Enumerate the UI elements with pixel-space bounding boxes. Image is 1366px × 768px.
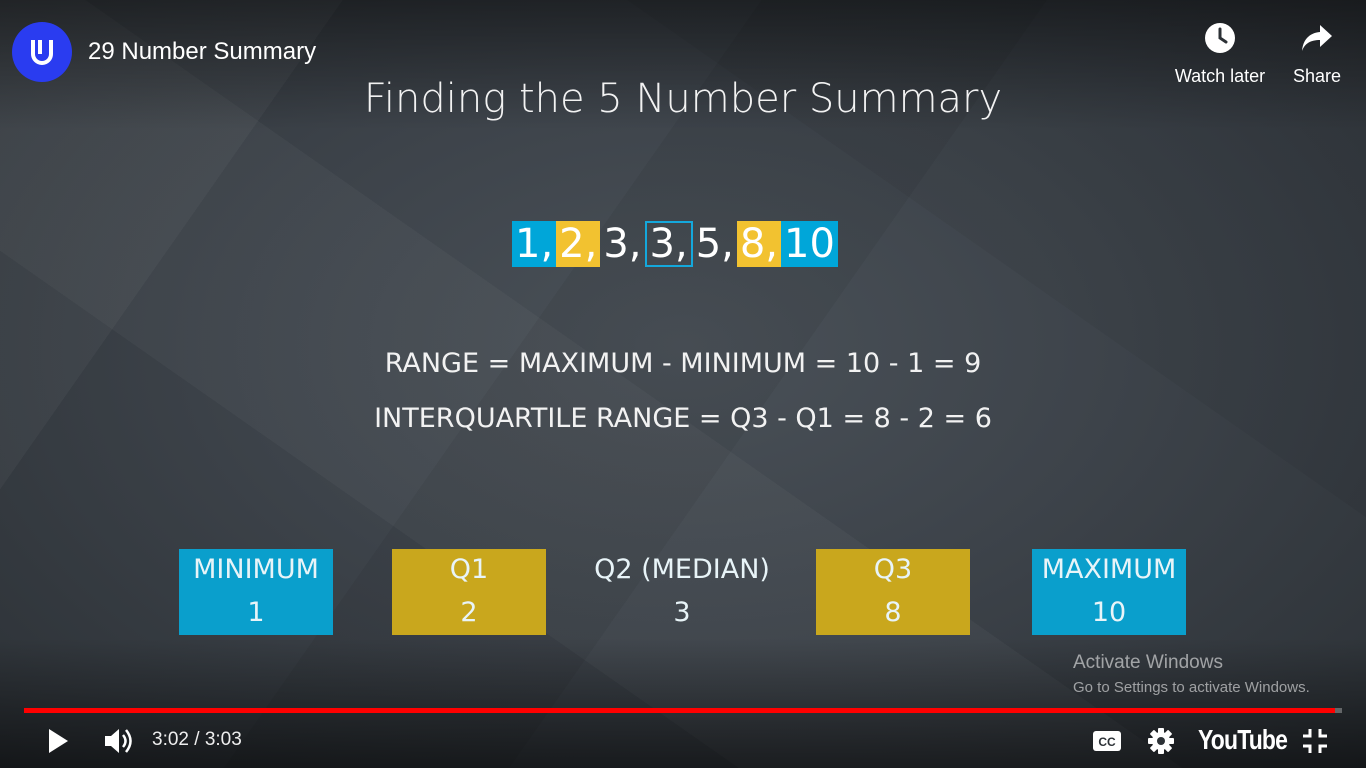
- closed-captions-icon: CC: [1093, 731, 1121, 751]
- share-arrow-icon: [1302, 25, 1332, 51]
- activate-windows-watermark: Activate Windows Go to Settings to activ…: [1073, 652, 1310, 696]
- youtube-logo[interactable]: YouTube: [1198, 724, 1288, 755]
- iqr-formula: INTERQUARTILE RANGE = Q3 - Q1 = 8 - 2 = …: [374, 403, 992, 434]
- summary-q3: Q3 8: [816, 549, 970, 635]
- summary-label: Q3: [873, 554, 913, 585]
- range-formula: RANGE = MAXIMUM - MINIMUM = 10 - 1 = 9: [384, 348, 982, 379]
- share-label: Share: [1292, 66, 1342, 86]
- gear-icon: [1148, 728, 1174, 754]
- time-display: 3:02 / 3:03: [152, 729, 242, 750]
- mute-button[interactable]: [100, 724, 138, 758]
- sequence-number: 5,: [695, 221, 734, 267]
- slide-title: Finding the 5 Number Summary: [363, 76, 1003, 122]
- progress-bar[interactable]: [24, 708, 1342, 713]
- data-sequence: 1, 2, 3, 3, 5, 8, 10: [512, 221, 838, 267]
- channel-logo[interactable]: [12, 22, 72, 82]
- summary-q2-median: Q2 (MEDIAN) 3: [582, 549, 782, 635]
- sequence-number: 8,: [736, 221, 782, 267]
- progress-played: [24, 708, 1336, 713]
- summary-label: MINIMUM: [193, 554, 319, 585]
- summary-maximum: MAXIMUM 10: [1032, 549, 1186, 635]
- sequence-number: 1,: [512, 221, 557, 267]
- summary-minimum: MINIMUM 1: [179, 549, 333, 635]
- summary-label: MAXIMUM: [1041, 554, 1177, 585]
- summary-value: 10: [1091, 597, 1127, 628]
- watch-later-button[interactable]: Watch later: [1168, 18, 1272, 87]
- exit-fullscreen-icon: [1303, 729, 1327, 753]
- sequence-number: 3,: [644, 221, 693, 267]
- watermark-title: Activate Windows: [1073, 652, 1223, 673]
- play-button[interactable]: [40, 724, 76, 758]
- sequence-number: 2,: [556, 221, 601, 267]
- sequence-number: 10: [781, 221, 838, 267]
- video-title[interactable]: 29 Number Summary: [88, 38, 317, 65]
- summary-label: Q2 (MEDIAN): [594, 554, 770, 585]
- play-icon: [49, 729, 68, 753]
- summary-value: 3: [673, 597, 691, 628]
- svg-text:CC: CC: [1098, 735, 1116, 749]
- sequence-number: 3,: [603, 221, 642, 267]
- clock-icon: [1205, 23, 1235, 53]
- summary-value: 2: [460, 597, 478, 628]
- captions-button[interactable]: CC: [1090, 726, 1124, 756]
- top-overlay: [0, 0, 1366, 130]
- watermark-subtitle: Go to Settings to activate Windows.: [1073, 679, 1310, 696]
- settings-button[interactable]: [1144, 724, 1178, 758]
- summary-q1: Q1 2: [392, 549, 546, 635]
- udacity-logo-icon: [31, 40, 53, 65]
- share-button[interactable]: Share: [1286, 18, 1348, 87]
- volume-icon: [105, 729, 132, 753]
- summary-value: 8: [884, 597, 902, 628]
- summary-label: Q1: [449, 554, 489, 585]
- exit-fullscreen-button[interactable]: [1298, 724, 1332, 758]
- bottom-overlay: [0, 638, 1366, 768]
- summary-value: 1: [247, 597, 265, 628]
- watch-later-label: Watch later: [1174, 66, 1266, 86]
